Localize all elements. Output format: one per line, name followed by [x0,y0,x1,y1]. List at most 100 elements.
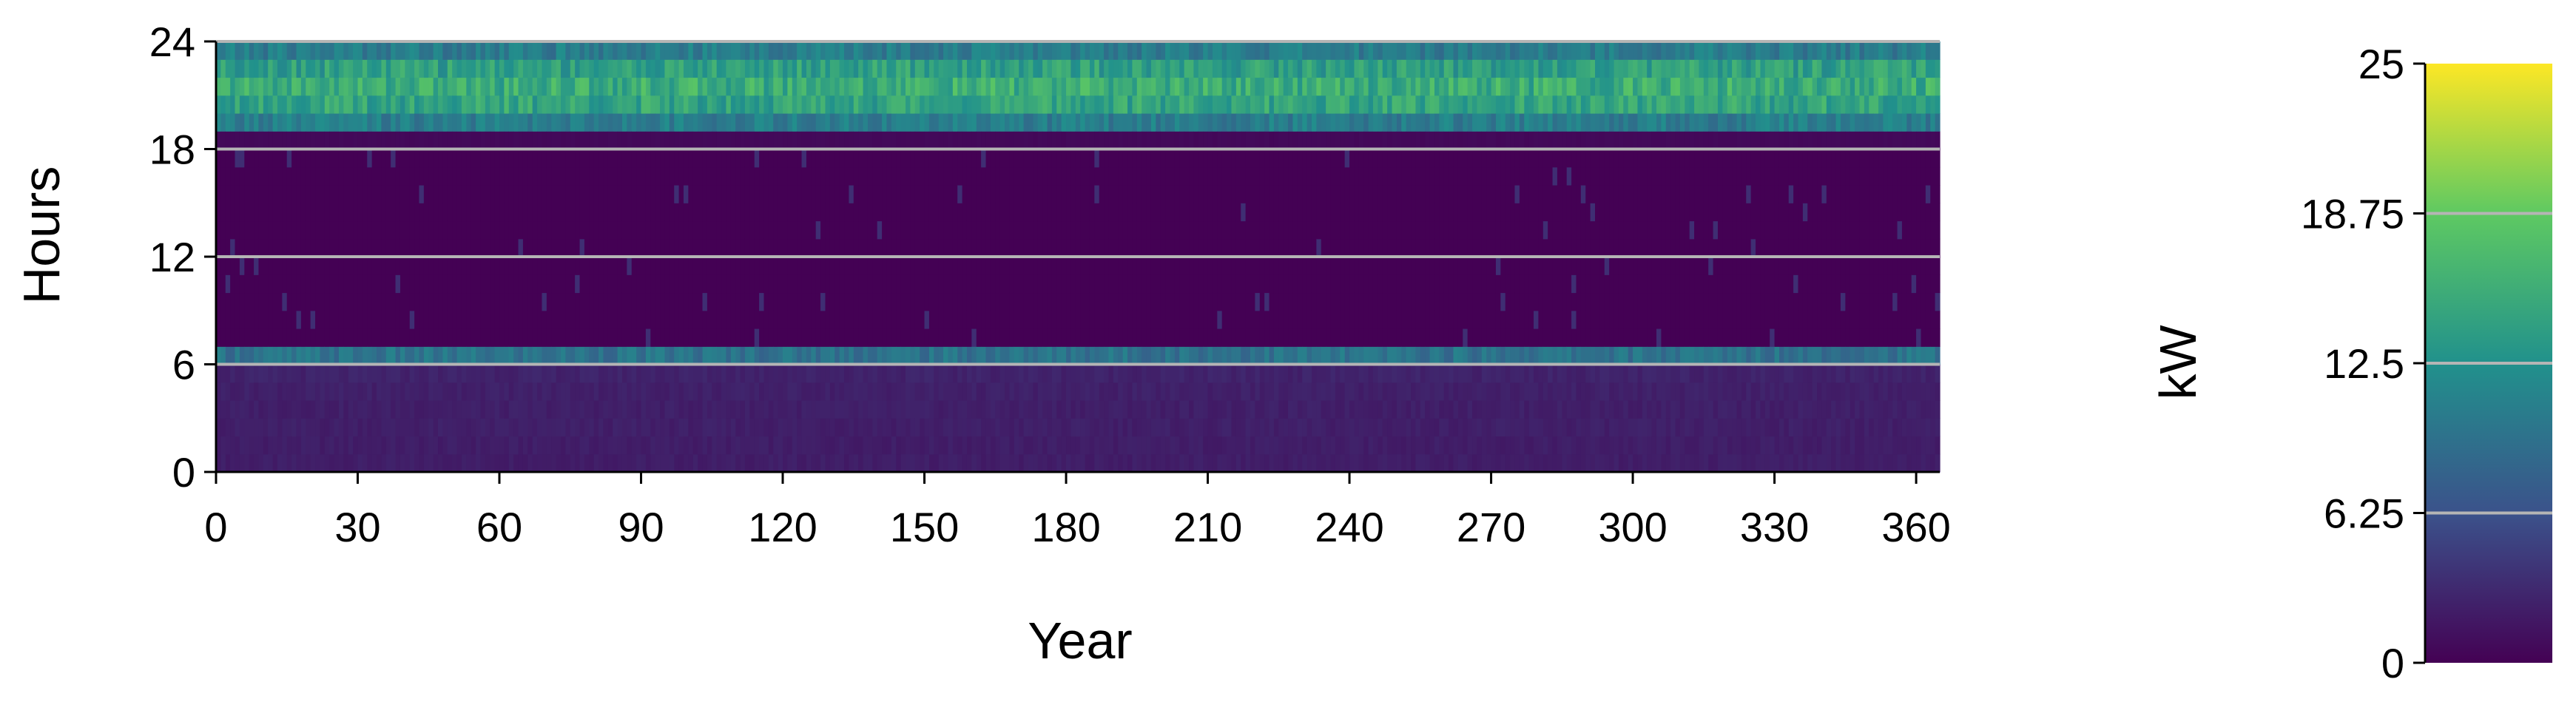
heatmap-cell [688,364,694,383]
heatmap-cell [532,95,538,114]
heatmap-cell [353,185,359,203]
heatmap-cell [1174,59,1180,78]
heatmap-cell [216,113,221,132]
heatmap-cell [461,346,467,365]
heatmap-cell [485,149,490,168]
heatmap-cell [1108,77,1114,96]
heatmap-cell [343,453,349,473]
heatmap-cell [235,274,240,294]
heatmap-cell [754,185,760,203]
heatmap-cell [438,41,444,60]
heatmap-cell [966,185,972,203]
heatmap-cell [1056,95,1062,114]
heatmap-cell [1184,203,1190,222]
heatmap-cell [513,364,519,383]
heatmap-cell [423,292,429,311]
heatmap-cell [1023,166,1029,186]
heatmap-cell [1156,364,1161,383]
heatmap-cell [621,77,627,96]
heatmap-cell [702,346,708,365]
heatmap-cell [976,203,982,222]
heatmap-cell [537,131,543,150]
heatmap-cell [650,95,656,114]
heatmap-cell [244,310,250,329]
heatmap-cell [599,400,604,419]
heatmap-cell [645,131,651,150]
heatmap-cell [532,113,538,132]
heatmap-cell [645,328,651,347]
heatmap-cell [853,113,859,132]
heatmap-cell [532,292,538,311]
heatmap-cell [338,220,344,240]
heatmap-cell [593,436,599,455]
heatmap-cell [508,257,514,275]
heatmap-cell [1085,436,1090,455]
heatmap-cell [334,166,340,186]
heatmap-cell [726,274,732,294]
heatmap-cell [655,59,661,78]
heatmap-cell [825,400,831,419]
heatmap-cell [1118,274,1124,294]
heatmap-cell [1061,149,1067,168]
heatmap-cell [801,166,807,186]
heatmap-cell [494,274,500,294]
heatmap-cell [669,41,675,60]
heatmap-cell [811,418,817,437]
heatmap-cell [381,238,387,257]
heatmap-cell [1019,113,1025,132]
heatmap-cell [371,310,377,329]
heatmap-cell [381,346,387,365]
heatmap-cell [985,203,991,222]
heatmap-cell [1005,382,1011,401]
heatmap-cell [490,418,496,437]
heatmap-cell [490,382,496,401]
heatmap-cell [641,364,647,383]
heatmap-cell [527,95,533,114]
heatmap-cell [1108,382,1114,401]
heatmap-cell [395,113,401,132]
heatmap-cell [650,113,656,132]
heatmap-cell [466,418,472,437]
heatmap-cell [928,382,934,401]
heatmap-cell [1099,400,1105,419]
heatmap-cell [678,436,684,455]
heatmap-cell [286,453,292,473]
heatmap-cell [825,203,831,222]
heatmap-cell [338,418,344,437]
heatmap-cell [593,203,599,222]
heatmap-cell [579,400,585,419]
heatmap-cell [272,238,278,257]
heatmap-cell [589,346,595,365]
heatmap-cell [1132,220,1138,240]
heatmap-cell [952,149,958,168]
heatmap-cell [995,95,1001,114]
heatmap-cell [773,238,779,257]
heatmap-cell [882,310,888,329]
heatmap-cell [385,95,391,114]
heatmap-cell [414,382,420,401]
heatmap-cell [971,220,977,240]
heatmap-cell [914,185,920,203]
heatmap-cell [797,274,803,294]
heatmap-cell [995,346,1001,365]
heatmap-cell [820,166,826,186]
heatmap-cell [405,203,411,222]
heatmap-cell [1184,382,1190,401]
heatmap-cell [778,453,783,473]
heatmap-cell [348,220,354,240]
heatmap-cell [1179,220,1185,240]
heatmap-cell [886,59,892,78]
heatmap-cell [471,328,476,347]
heatmap-cell [254,292,260,311]
heatmap-cell [518,364,524,383]
heatmap-cell [532,149,538,168]
heatmap-cell [607,328,613,347]
heatmap-cell [1118,346,1124,365]
heatmap-cell [1132,238,1138,257]
heatmap-cell [863,59,869,78]
heatmap-cell [565,310,571,329]
heatmap-cell [357,418,363,437]
heatmap-cell [537,220,543,240]
heatmap-cell [754,166,760,186]
heatmap-cell [872,166,878,186]
